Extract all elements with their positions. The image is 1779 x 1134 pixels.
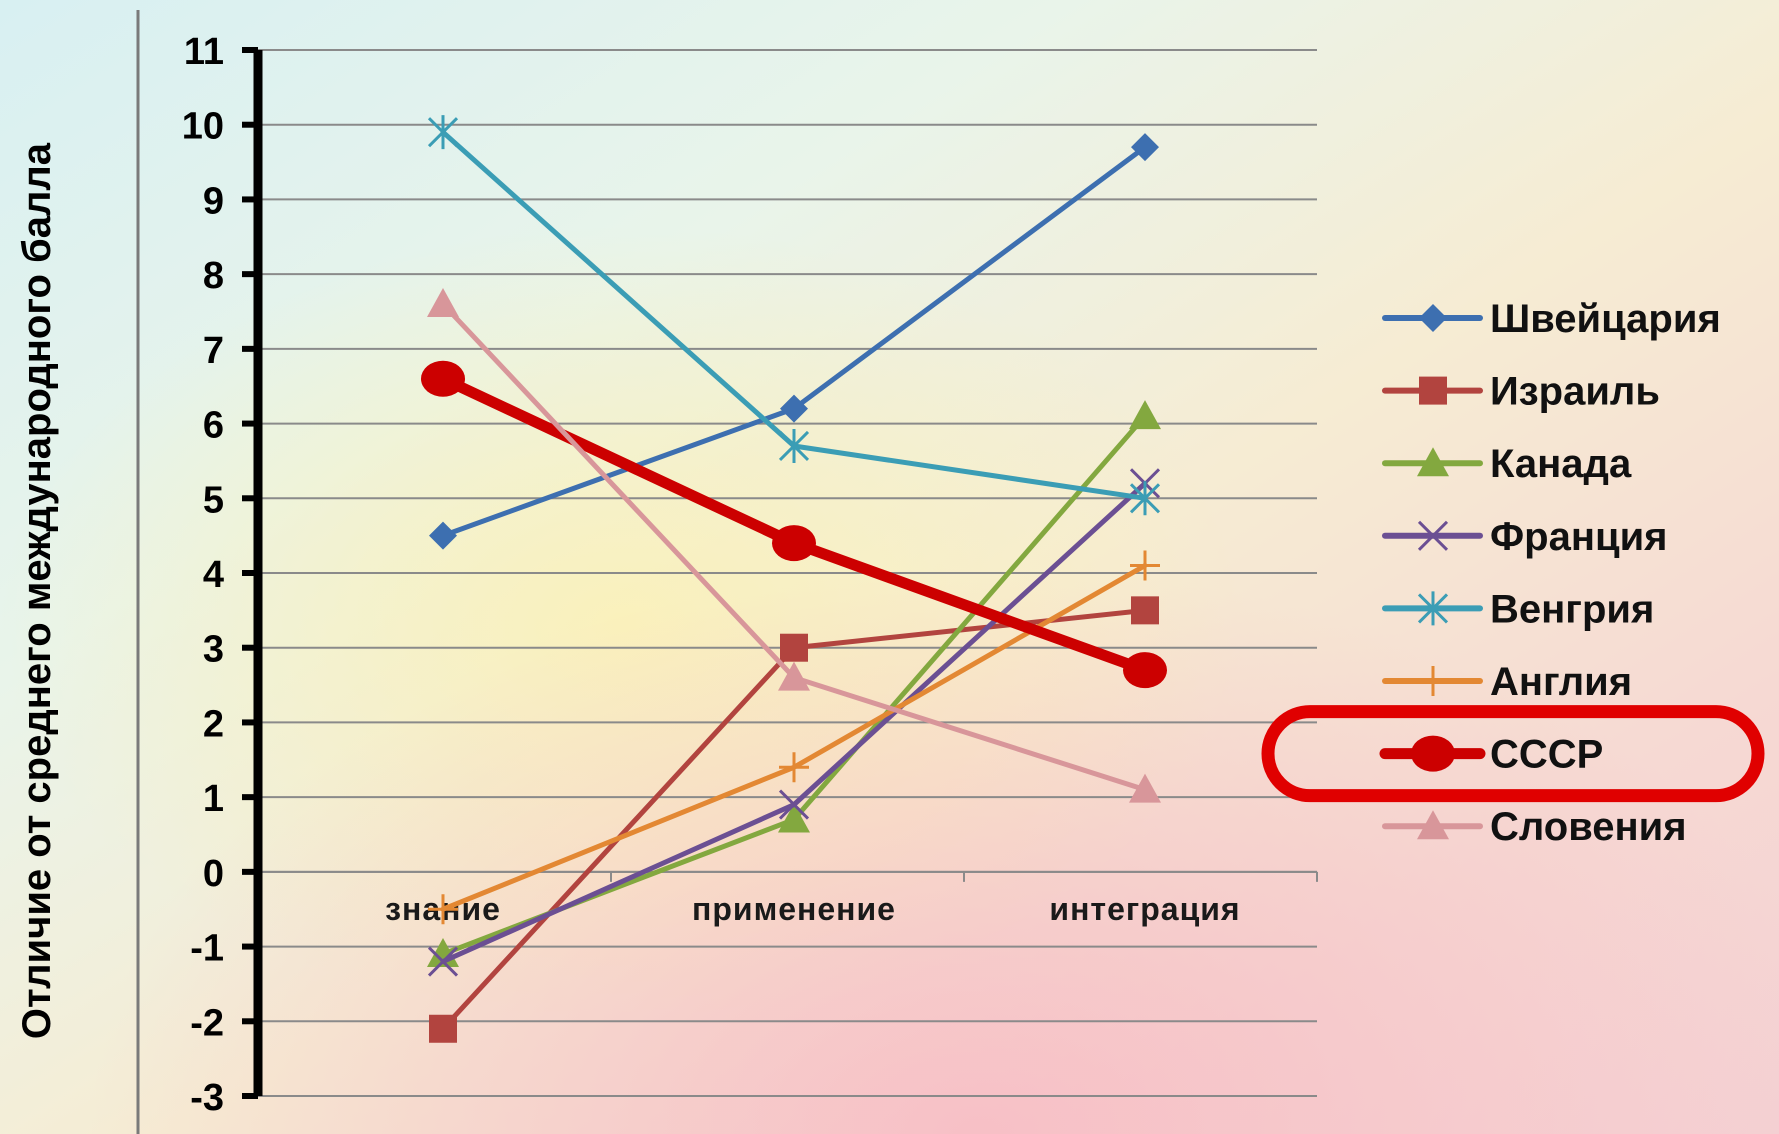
series-4 [427,468,1161,977]
legend-label: Швейцария [1490,297,1721,341]
legend-label: Канада [1490,442,1632,486]
data-point-marker [421,360,465,397]
y-tick-label: 6 [203,405,224,447]
y-tick-label: 8 [203,255,224,297]
legend-label: Франция [1490,515,1668,559]
x-category-label: применение [692,891,896,927]
data-point-marker [780,633,808,662]
data-point-marker [1131,596,1159,625]
x-category-label: интеграция [1049,891,1240,927]
y-tick-label: 5 [203,479,224,521]
data-point-marker [1417,591,1449,626]
data-point-marker [1419,376,1447,405]
data-point-marker [780,394,808,423]
data-point-marker [778,803,810,833]
data-point-marker [1130,550,1160,581]
data-point-marker [779,752,809,783]
y-axis-title: Отличие от среднего международного балла [15,142,59,1039]
legend-entry: Англия [1382,660,1632,704]
data-point-marker [772,525,816,562]
legend-label: СССР [1490,733,1603,777]
y-tick-label: 7 [203,330,224,372]
data-point-marker [427,288,459,318]
legend-highlight-ring [1261,705,1765,803]
y-tick-label: -2 [190,1002,224,1044]
legend-entry: Венгрия [1382,587,1654,631]
y-tick-label: -1 [190,928,224,970]
legend-entry: СССР [1261,705,1765,803]
data-point-marker [1123,652,1167,689]
data-point-marker [427,946,459,977]
legend-label: Словения [1490,805,1687,849]
y-tick-label: 2 [203,703,224,745]
data-point-marker [1417,520,1449,551]
legend-entry: Канада [1382,442,1632,486]
data-point-marker [778,428,810,463]
series-1 [429,133,1159,550]
y-tick-label: 9 [203,180,224,222]
data-point-marker [1411,735,1455,772]
y-tick-label: 4 [203,554,224,596]
series-7 [421,360,1167,689]
data-point-marker [1129,400,1161,430]
x-axis: знание применение интеграция [257,870,1318,927]
data-point-marker [429,521,457,550]
data-point-marker [1129,773,1161,803]
legend-entry: Израиль [1382,370,1660,414]
data-point-marker [1131,133,1159,162]
legend-label: Англия [1490,660,1632,704]
y-tick-label: 11 [184,31,224,73]
legend-entry: Словения [1382,805,1687,849]
legend: Швейцария Израиль Канада Франция Венгрия Англ… [1261,297,1765,849]
data-point-marker [429,1014,457,1043]
y-tick-label: 1 [203,778,224,820]
data-point-marker [427,115,459,150]
data-point-marker [1129,481,1161,516]
data-point-marker [1417,810,1449,840]
series-8 [427,288,1161,803]
y-tick-label: 3 [203,629,224,671]
legend-label: Израиль [1490,370,1660,414]
legend-entry: Франция [1382,515,1668,559]
data-point-marker [428,894,458,925]
data-point-marker [1418,666,1448,696]
data-point-marker [1419,304,1447,332]
y-tick-label: 10 [182,106,224,148]
series-group [421,115,1167,1043]
legend-entry: Швейцария [1382,297,1721,341]
series-5 [427,115,1161,516]
y-tick-label: 0 [203,853,224,895]
data-point-marker [1417,447,1449,477]
y-tick-label: -3 [190,1077,224,1119]
legend-label: Венгрия [1490,587,1654,631]
data-point-marker [778,661,810,691]
data-point-marker [778,789,810,820]
